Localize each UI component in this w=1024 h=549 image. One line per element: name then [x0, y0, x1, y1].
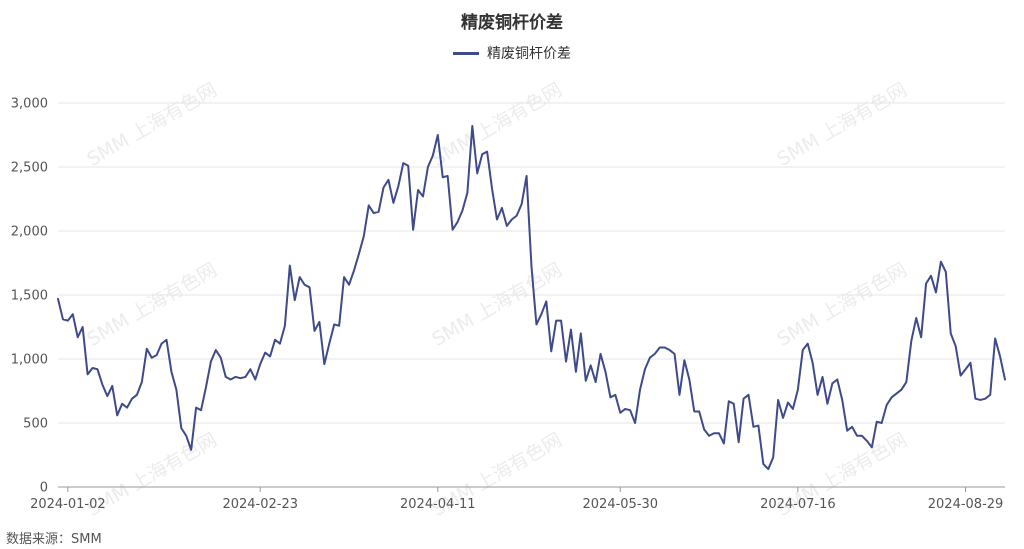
x-tick-label: 2024-07-16	[760, 497, 836, 512]
legend-swatch	[453, 51, 479, 55]
watermark-text: SMM 上海有色网	[773, 79, 910, 171]
y-tick-label: 2,000	[11, 225, 48, 240]
y-tick-label: 0	[40, 481, 48, 496]
x-axis: 2024-01-02 2024-02-23 2024-04-11 2024-05-30…	[30, 486, 1005, 512]
legend-label: 精废铜杆价差	[487, 46, 571, 62]
chart-legend[interactable]: 精废铜杆价差	[0, 43, 1024, 63]
x-tick-label: 2024-05-30	[583, 497, 659, 512]
watermark-text: SMM 上海有色网	[83, 259, 220, 351]
data-source-note: 数据来源：SMM	[6, 532, 102, 547]
x-tick-label: 2024-04-11	[400, 497, 476, 512]
y-tick-label: 500	[23, 417, 48, 432]
y-tick-label: 1,500	[11, 289, 48, 304]
series-layer	[57, 125, 1006, 471]
watermark-text: SMM 上海有色网	[83, 79, 220, 171]
y-tick-label: 2,500	[11, 161, 48, 176]
chart-title: 精废铜杆价差	[461, 13, 563, 33]
x-tick-label: 2024-02-23	[222, 497, 298, 512]
watermark-text: SMM 上海有色网	[428, 79, 565, 171]
x-tick-label: 2024-01-02	[30, 497, 106, 512]
watermark-text: SMM 上海有色网	[773, 259, 910, 351]
watermark-layer: SMM 上海有色网 SMM 上海有色网 SMM 上海有色网 SMM 上海有色网 SMM …	[83, 79, 910, 521]
y-axis: 0 500 1,000 1,500 2,000 2,500 3,000	[11, 97, 48, 496]
y-tick-label: 1,000	[11, 353, 48, 368]
x-tick-label: 2024-08-29	[928, 497, 1004, 512]
gridlines	[58, 102, 1005, 424]
series-line-price-spread	[57, 125, 1006, 471]
y-tick-label: 3,000	[11, 97, 48, 112]
